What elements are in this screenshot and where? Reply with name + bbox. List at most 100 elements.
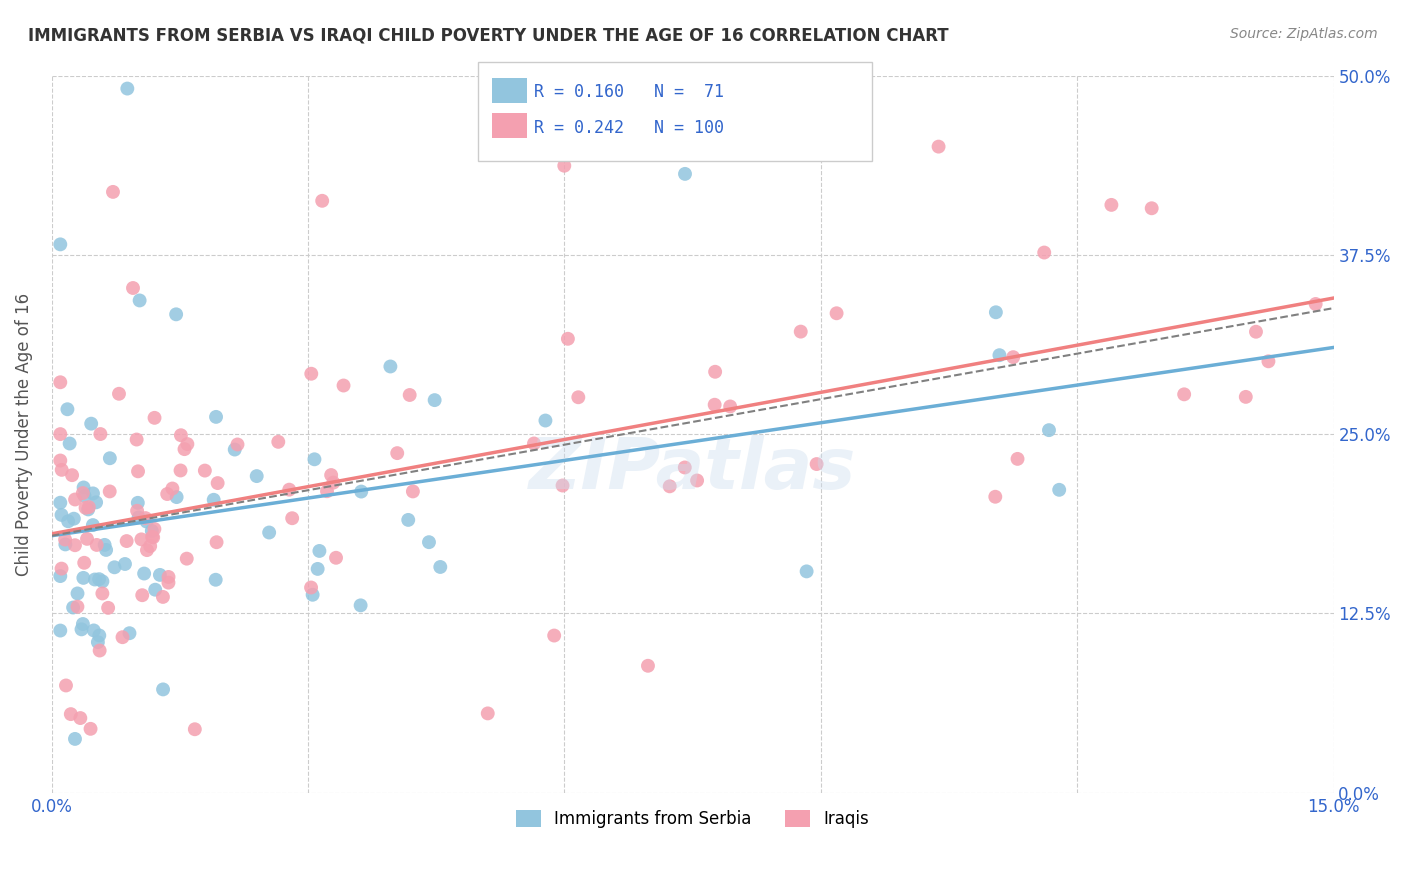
Point [77, 500, 100, 515]
Point [89, 427, 111, 442]
Point [825, 306, 848, 320]
Point [49, 569, 72, 583]
Point [267, 434, 290, 449]
Point [51, 508, 73, 522]
Point [380, 359, 402, 374]
Point [91, 574, 114, 589]
Point [117, 81, 139, 95]
Point [127, 504, 149, 518]
Point [142, 530, 165, 544]
Point [118, 626, 141, 640]
Point [72, 571, 94, 585]
Point [553, 159, 575, 173]
Point [429, 560, 451, 574]
Point [523, 436, 546, 450]
Point [73, 489, 96, 503]
Point [49, 237, 72, 252]
Point [184, 723, 207, 737]
Point [131, 588, 153, 602]
Point [170, 428, 193, 442]
Point [1002, 350, 1025, 364]
Point [322, 475, 344, 490]
Point [321, 468, 343, 483]
Point [1099, 198, 1122, 212]
Point [396, 513, 419, 527]
Point [98, 451, 121, 466]
Point [299, 367, 322, 381]
Point [790, 325, 813, 339]
Point [87, 572, 110, 586]
Point [226, 437, 249, 451]
Point [55, 678, 77, 692]
Point [63, 511, 86, 525]
Point [301, 588, 323, 602]
Point [176, 437, 198, 451]
Point [1033, 245, 1056, 260]
Point [83, 624, 105, 638]
Point [72, 481, 94, 495]
Point [1140, 201, 1163, 215]
Point [194, 464, 217, 478]
Point [477, 706, 499, 721]
Point [143, 582, 166, 597]
Point [143, 410, 166, 425]
Point [77, 502, 100, 516]
Point [281, 511, 304, 525]
Point [103, 560, 125, 574]
Point [114, 557, 136, 571]
Point [69, 711, 91, 725]
Point [72, 486, 94, 500]
Point [984, 490, 1007, 504]
Point [63, 538, 86, 552]
Point [128, 293, 150, 308]
Point [1234, 390, 1257, 404]
Point [141, 524, 163, 538]
Point [49, 624, 72, 638]
Point [984, 305, 1007, 319]
Point [173, 442, 195, 457]
Point [806, 457, 828, 471]
Point [84, 495, 107, 509]
Y-axis label: Child Poverty Under the Age of 16: Child Poverty Under the Age of 16 [15, 293, 32, 575]
Point [141, 530, 163, 544]
Point [299, 581, 322, 595]
Point [205, 409, 228, 424]
Point [308, 544, 330, 558]
Point [1007, 451, 1029, 466]
Point [205, 535, 228, 549]
Point [304, 452, 326, 467]
Text: R = 0.160   N =  71: R = 0.160 N = 71 [534, 83, 724, 101]
Point [157, 570, 180, 584]
Point [49, 453, 72, 467]
Point [156, 487, 179, 501]
Text: ZIPatlas: ZIPatlas [529, 435, 856, 505]
Point [73, 556, 96, 570]
Point [63, 492, 86, 507]
Point [387, 446, 409, 460]
Point [796, 565, 818, 579]
Point [76, 532, 98, 546]
Point [176, 551, 198, 566]
Point [79, 722, 101, 736]
Point [87, 635, 110, 649]
Point [49, 376, 72, 390]
Point [398, 388, 420, 402]
Point [82, 518, 104, 533]
Point [1257, 354, 1279, 368]
Point [718, 400, 741, 414]
Point [59, 707, 82, 722]
Point [101, 185, 124, 199]
Point [83, 573, 105, 587]
Point [136, 543, 159, 558]
Text: R = 0.242   N = 100: R = 0.242 N = 100 [534, 119, 724, 136]
Point [418, 535, 440, 549]
Point [686, 474, 709, 488]
Point [75, 500, 97, 515]
Text: IMMIGRANTS FROM SERBIA VS IRAQI CHILD POVERTY UNDER THE AGE OF 16 CORRELATION CH: IMMIGRANTS FROM SERBIA VS IRAQI CHILD PO… [28, 27, 949, 45]
Point [66, 599, 89, 614]
Point [567, 390, 589, 404]
Point [134, 511, 156, 525]
Point [56, 514, 79, 528]
Point [278, 483, 301, 497]
Point [53, 533, 76, 547]
